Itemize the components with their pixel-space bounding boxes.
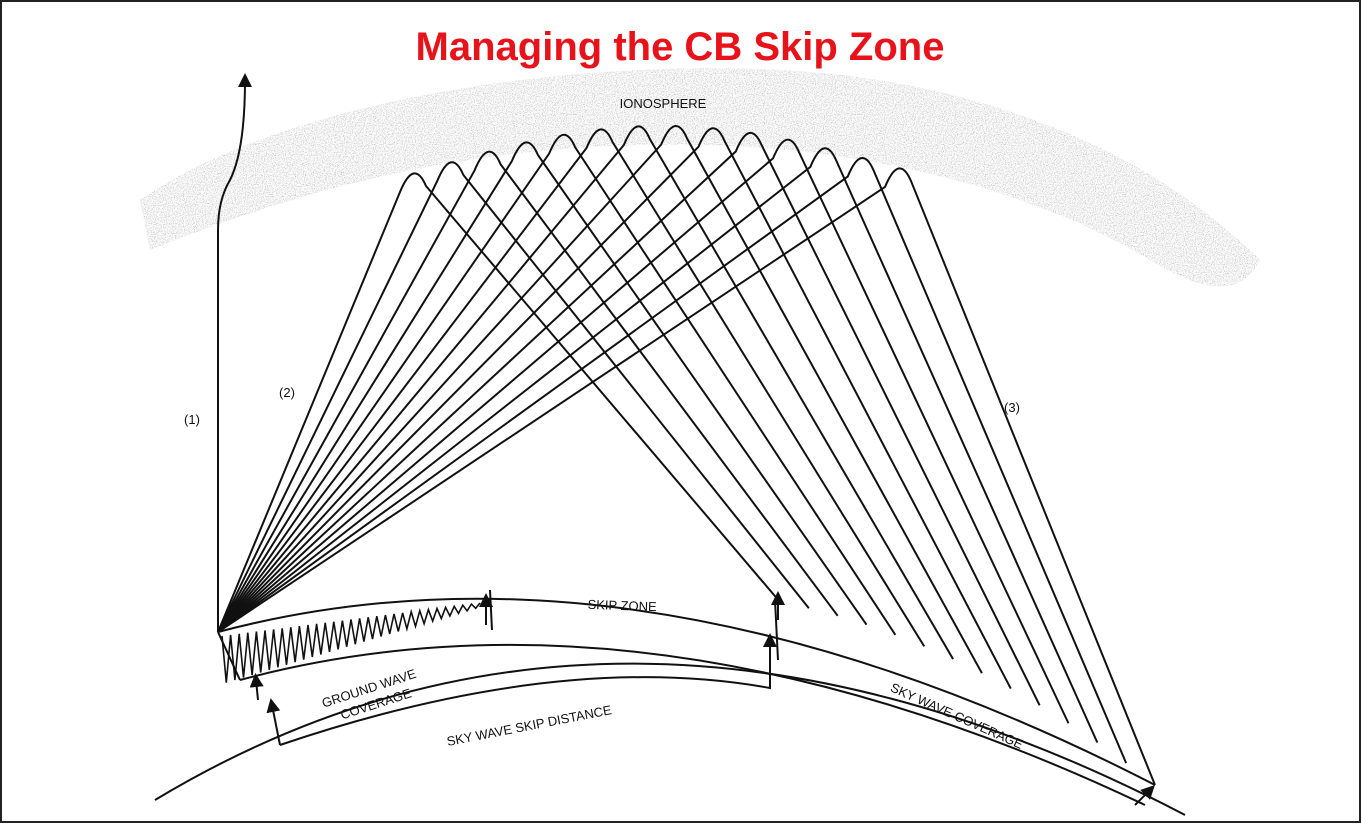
title: Managing the CB Skip Zone: [416, 25, 945, 69]
path-2-label: (2): [279, 385, 295, 400]
path-3-label: (3): [1004, 400, 1020, 415]
path-1-label: (1): [184, 412, 200, 427]
diagram: Managing the CB Skip Zone IONOSPHERE (1)…: [0, 0, 1361, 823]
skip-zone-label: SKIP ZONE: [587, 597, 657, 614]
ionosphere-label: IONOSPHERE: [620, 96, 707, 111]
